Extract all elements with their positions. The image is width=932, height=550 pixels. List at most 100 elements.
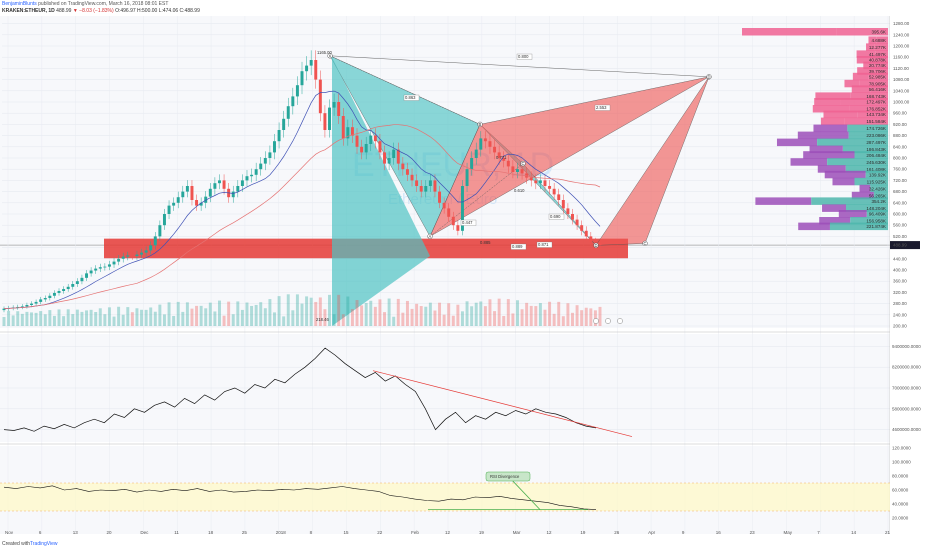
pattern-point-marker <box>327 53 333 59</box>
candle-body <box>30 303 33 305</box>
vp-bar-label: 20.774K <box>869 63 887 68</box>
tradingview-logo[interactable]: TradingView <box>30 541 58 547</box>
volume-bar <box>346 296 350 326</box>
candle-body <box>66 286 70 290</box>
volume-bar <box>277 296 281 326</box>
candle-body <box>16 306 20 308</box>
candle-body <box>167 205 171 214</box>
time-tick-label: 12 <box>547 530 553 535</box>
volume-bar <box>309 297 313 326</box>
pattern-cyan-wedge <box>332 57 430 326</box>
ratio-label-box <box>460 219 477 226</box>
xb-dashed-line <box>329 55 481 125</box>
candle-body <box>479 138 483 150</box>
vp-bar-sell <box>755 197 812 205</box>
price-tick-label: 800.00 <box>893 156 907 161</box>
volume-bar <box>52 315 56 326</box>
vp-bar-sell <box>817 165 846 173</box>
vp-bar-label: 168.743K <box>866 94 887 99</box>
candle-body <box>48 295 52 298</box>
candle-body <box>25 305 29 307</box>
candle-body <box>341 116 345 139</box>
volume-bar <box>314 301 318 326</box>
vp-bar-label: 4.688K <box>871 38 886 43</box>
candle-body <box>451 216 455 226</box>
candle-body <box>566 208 570 214</box>
main-chart-svg[interactable]: ETHEUR, 1D Ethereum / Euro XABCDDC0.8000… <box>0 16 932 538</box>
vp-bar-buy <box>874 67 888 75</box>
vp-bar-sell <box>844 79 860 88</box>
vp-bar-sell <box>814 98 841 106</box>
ratio-label-box <box>516 53 533 60</box>
time-tick-label: Dec <box>140 530 149 535</box>
candle-body <box>419 186 423 192</box>
volume-bar <box>130 312 134 326</box>
candle-body <box>373 135 377 142</box>
volume-bar <box>222 315 226 326</box>
vp-bar-sell <box>832 177 855 186</box>
candle-body <box>515 169 519 172</box>
volume-bar <box>383 312 387 326</box>
chart-area[interactable]: ETHEUR, 1D Ethereum / Euro XABCDDC0.8000… <box>0 16 932 538</box>
ratio-label-box <box>594 104 611 111</box>
candle-body <box>424 186 428 192</box>
xd-connector-line <box>329 55 710 78</box>
vp-bar-label: 115.925K <box>867 179 887 184</box>
candle-body <box>213 183 217 189</box>
volume-bar <box>497 298 501 326</box>
candle-body <box>80 277 84 282</box>
volume-bar <box>323 309 327 326</box>
candle-body <box>525 173 529 178</box>
vp-bar-label: 12.277K <box>869 45 887 50</box>
volume-bar <box>245 302 249 326</box>
event-flag-icon <box>593 318 599 324</box>
volume-bar <box>291 310 295 326</box>
volume-bar <box>552 313 556 326</box>
candle-body <box>158 225 162 237</box>
candle-body <box>254 169 258 175</box>
time-tick-label: 25 <box>242 530 248 535</box>
volume-bar <box>231 314 235 326</box>
event-icons <box>593 318 623 324</box>
vp-bar-sell <box>866 43 875 51</box>
volume-bar <box>34 312 38 326</box>
volume-bar <box>75 309 79 326</box>
candle-body <box>162 214 166 226</box>
volume-bar <box>332 314 336 326</box>
price-tick-label: 520.00 <box>893 234 907 239</box>
vp-bar-sell <box>815 92 851 100</box>
candle-body <box>369 135 373 144</box>
candle-body <box>300 71 304 86</box>
time-tick-label: 2018 <box>276 530 287 535</box>
candle-body <box>176 197 180 203</box>
volume-bar <box>589 308 593 326</box>
obv-tick-label: 8200000.0000 <box>892 365 921 370</box>
obv-tick-label: 4600000.0000 <box>892 427 921 432</box>
candle-body <box>195 200 199 206</box>
time-tick-label: 18 <box>208 530 214 535</box>
volume-bar <box>172 315 176 326</box>
secondary-ratio-label: 0.610 <box>514 188 525 193</box>
ratio-label: 0.800 <box>518 54 529 59</box>
candle-body <box>217 180 221 184</box>
price-axis[interactable]: 200.00 240.00 280.00 320.00 360.00 400.00 440.… <box>890 16 932 536</box>
candle-body <box>282 118 286 130</box>
target-point-label: C <box>644 241 647 246</box>
volume-bar <box>66 309 70 326</box>
author-link[interactable]: BenjaminBlunts <box>2 1 37 7</box>
vp-bar-label: 32.426K <box>869 186 887 191</box>
candle-body <box>378 141 382 153</box>
vp-bar-label: 221.874K <box>866 224 887 229</box>
vp-bar-sell <box>803 151 855 159</box>
vp-bar-sell <box>822 204 846 212</box>
ratio-label: 0.447 <box>462 220 473 225</box>
candle-body <box>231 191 235 198</box>
vp-bar-buy <box>873 191 888 200</box>
volume-bar <box>387 298 391 326</box>
vp-bar-sell <box>868 36 877 44</box>
vp-bar-sell <box>859 184 871 193</box>
ma-short-line <box>3 90 601 309</box>
price-tick-label: 1240.00 <box>893 32 910 37</box>
volume-bar <box>80 311 84 326</box>
last-price-tag-text: 488.99 <box>893 243 907 248</box>
